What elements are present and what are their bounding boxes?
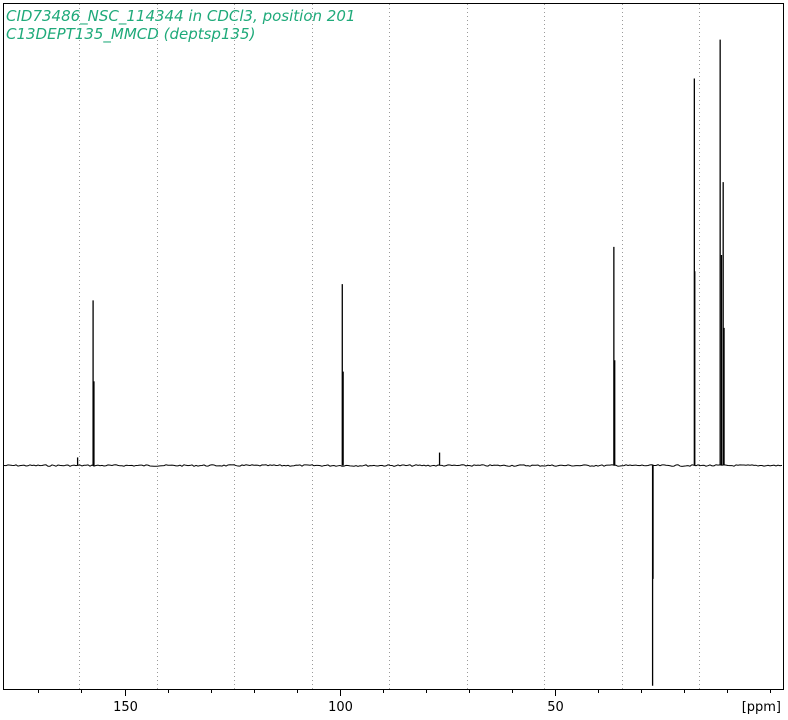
chart-title: CID73486_NSC_114344 in CDCl3, position 2… [6,7,355,26]
x-tick-label: 100 [328,700,353,715]
x-axis: 150 100 50 [ppm] [38,689,781,715]
x-tick-label: 150 [113,700,138,715]
chart-subtitle: C13DEPT135_MMCD (deptsp135) [6,25,255,44]
grid-lines [79,4,700,689]
x-axis-unit-label: [ppm] [742,700,781,715]
spectrum-peaks [76,39,725,686]
x-tick-label: 50 [547,700,564,715]
spectrum-baseline [3,464,783,467]
plot-frame [3,3,784,690]
